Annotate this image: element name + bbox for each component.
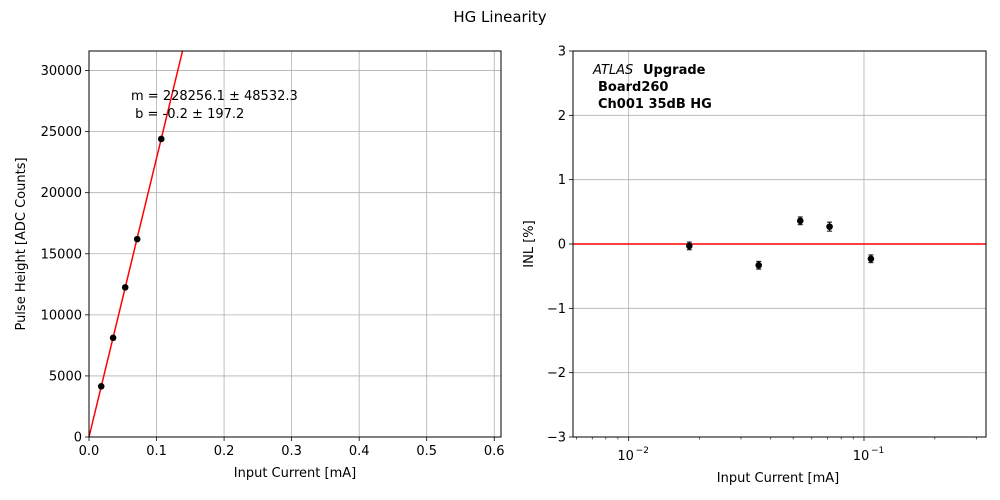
- inl-y-axis-label: INL [%]: [522, 220, 537, 267]
- linearity-y-tick-label: 15000: [41, 247, 82, 262]
- linearity-fit-line-group: [88, 50, 184, 438]
- linearity-y-tick-label: 10000: [41, 308, 82, 323]
- inl-x-ticks: 10 −2 10 −1: [576, 437, 977, 464]
- inl-x-axis-label: Input Current [mA]: [717, 471, 839, 486]
- board-label: Board260: [598, 80, 668, 95]
- linearity-plot: 0.0 0.1 0.2 0.3 0.4 0.5 0.6 0 5000 10000 15000 200…: [14, 50, 505, 481]
- inl-data-point: [796, 217, 804, 225]
- figure-title: HG Linearity: [453, 8, 546, 26]
- inl-y-tick-label: 3: [558, 45, 566, 60]
- upgrade-label: Upgrade: [643, 63, 706, 78]
- inl-data-points: [686, 216, 875, 270]
- linearity-y-tick-label: 0: [74, 431, 82, 446]
- linearity-data-points: [97, 135, 165, 390]
- linearity-grid: [88, 51, 501, 438]
- linearity-x-tick-label: 0.5: [416, 444, 437, 459]
- linearity-x-tick-label: 0.1: [146, 444, 167, 459]
- inl-data-point: [755, 261, 763, 269]
- linearity-x-axis-label: Input Current [mA]: [234, 466, 356, 481]
- linearity-x-tick-label: 0.4: [349, 444, 370, 459]
- fit-slope-annotation: m = 228256.1 ± 48532.3: [131, 89, 298, 104]
- linearity-data-point: [97, 383, 105, 390]
- linearity-y-tick-label: 20000: [41, 186, 82, 201]
- linearity-x-tick-label: 0.2: [214, 444, 235, 459]
- inl-y-ticks: −3 −2 −1 0 1 2 3: [547, 45, 573, 446]
- linearity-x-ticks: 0.0 0.1 0.2 0.3 0.4 0.5 0.6: [79, 437, 505, 459]
- inl-x-tick-exponent: −2: [636, 446, 649, 456]
- inl-x-tick-label: 10: [617, 449, 634, 464]
- linearity-y-tick-label: 5000: [49, 369, 82, 384]
- linearity-data-point: [157, 135, 165, 143]
- inl-x-tick-label: 10: [853, 449, 870, 464]
- inl-y-tick-label: −2: [547, 366, 566, 381]
- linearity-fit-line: [88, 50, 184, 438]
- linearity-data-point: [133, 235, 141, 243]
- inl-y-tick-label: −3: [547, 431, 566, 446]
- linearity-y-tick-label: 30000: [41, 64, 82, 79]
- fit-intercept-annotation: b = -0.2 ± 197.2: [131, 107, 244, 122]
- linearity-data-point: [109, 334, 117, 342]
- inl-y-tick-label: 1: [558, 173, 566, 188]
- atlas-label: ATLAS: [592, 63, 633, 78]
- inl-data-point: [867, 255, 875, 263]
- linearity-x-tick-label: 0.3: [281, 444, 302, 459]
- channel-label: Ch001 35dB HG: [598, 97, 712, 112]
- inl-data-point: [686, 242, 693, 250]
- inl-y-tick-label: −1: [547, 302, 566, 317]
- linearity-y-axis-label: Pulse Height [ADC Counts]: [14, 157, 29, 330]
- inl-data-point: [826, 223, 833, 230]
- inl-y-tick-label: 2: [558, 109, 566, 124]
- linearity-x-tick-label: 0.6: [484, 444, 505, 459]
- linearity-x-tick-label: 0.0: [79, 444, 100, 459]
- linearity-y-tick-label: 25000: [41, 125, 82, 140]
- linearity-y-ticks: 0 5000 10000 15000 20000 25000 30000: [41, 64, 89, 446]
- inl-x-tick-exponent: −1: [871, 446, 884, 456]
- inl-y-tick-label: 0: [558, 238, 566, 253]
- linearity-data-point: [121, 284, 129, 291]
- linearity-axes-frame: [88, 50, 502, 438]
